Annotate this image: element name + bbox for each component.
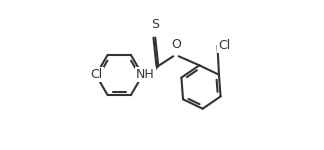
Text: Cl: Cl [90, 68, 103, 81]
Text: O: O [171, 39, 181, 51]
Text: Cl: Cl [218, 39, 230, 52]
Text: S: S [151, 18, 159, 30]
Text: NH: NH [136, 68, 155, 81]
